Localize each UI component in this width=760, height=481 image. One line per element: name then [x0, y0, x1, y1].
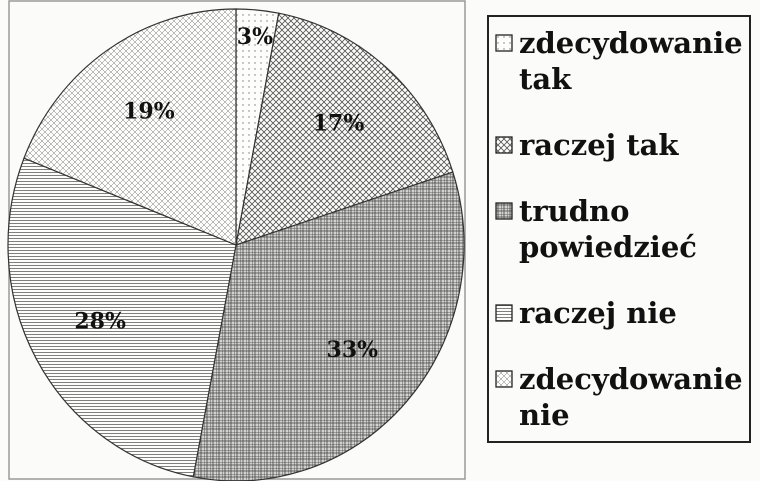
legend-item: zdecydowanie nie	[495, 361, 743, 433]
legend-item: raczej nie	[495, 295, 743, 331]
legend-item: zdecydowanie tak	[495, 25, 743, 97]
legend-swatch	[495, 136, 513, 154]
chart: 3% 17% 33% 28% 19%	[7, 0, 466, 481]
slice-label: 19%	[123, 98, 175, 124]
legend-label: trudno powiedzieć	[519, 194, 697, 264]
legend-swatch	[495, 370, 513, 388]
legend-label: zdecydowanie nie	[519, 362, 743, 432]
pie-slice	[235, 12, 454, 246]
legend: zdecydowanie tak raczej tak trudno powiedz…	[487, 15, 751, 443]
legend-swatch	[495, 304, 513, 322]
slice-label: 3%	[237, 24, 273, 50]
legend-item: raczej tak	[495, 127, 743, 163]
legend-label: raczej nie	[519, 296, 677, 330]
pie-slice	[192, 171, 465, 481]
legend-swatch	[495, 202, 513, 220]
slice-label: 33%	[327, 337, 379, 363]
slice-label: 17%	[313, 111, 365, 137]
legend-label: raczej tak	[519, 128, 679, 162]
legend-label: zdecydowanie tak	[519, 26, 743, 96]
legend-item: trudno powiedzieć	[495, 193, 743, 265]
pie-slice	[23, 8, 237, 246]
legend-swatch	[495, 34, 513, 52]
slice-label: 28%	[74, 308, 126, 334]
pie-slice	[7, 157, 237, 478]
